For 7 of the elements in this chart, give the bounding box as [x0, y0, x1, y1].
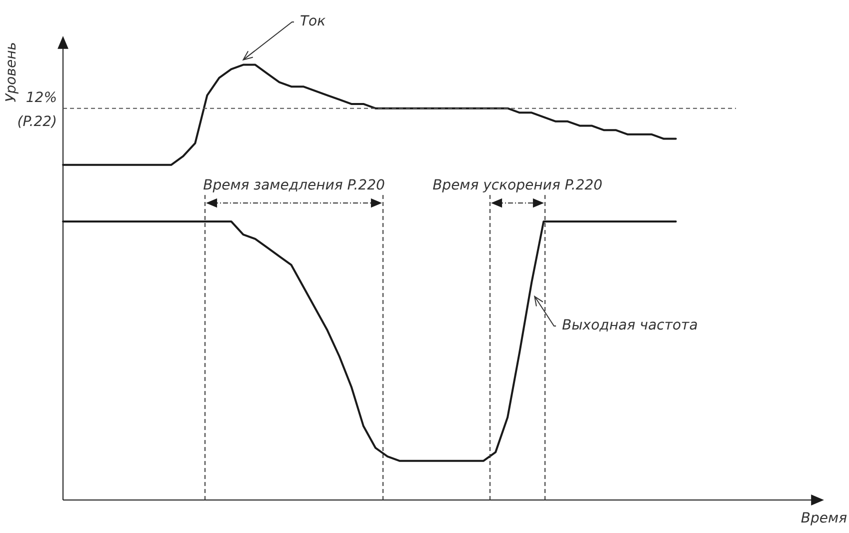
y-axis-title: Уровень [4, 42, 20, 102]
ref-line-label: 12% (P.22) [17, 90, 57, 130]
annotation: Время ускорения P.220 [432, 178, 603, 194]
annotation: Время замедления P.220 [203, 178, 385, 194]
text: Выходная частота [562, 318, 698, 334]
x-axis-title: Время [800, 510, 847, 527]
text: Ток [300, 14, 326, 30]
